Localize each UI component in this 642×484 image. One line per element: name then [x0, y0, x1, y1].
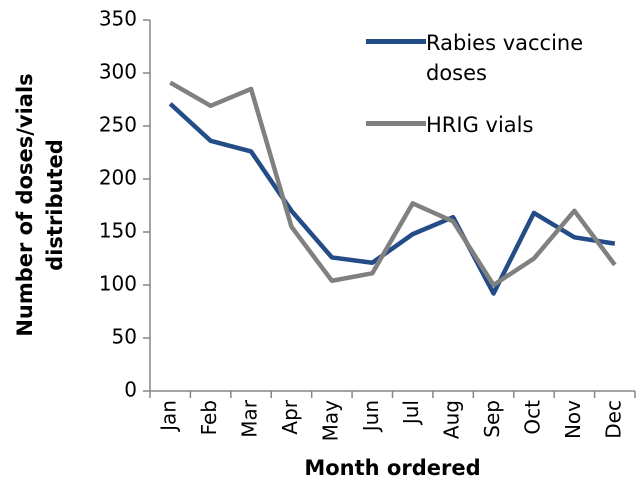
- legend-label: Rabies vaccine doses: [426, 31, 584, 85]
- x-tick-label: Apr: [278, 399, 302, 434]
- x-tick-label: Jul: [399, 400, 423, 426]
- series-line: [168, 102, 616, 296]
- y-tick-label: 350: [99, 7, 137, 31]
- x-tick-label: May: [318, 400, 342, 442]
- x-tick-label: Sep: [480, 400, 504, 438]
- x-tick-label: Dec: [601, 400, 625, 439]
- x-tick-label: Mar: [238, 399, 262, 438]
- y-tick-label: 250: [99, 113, 137, 137]
- legend-item: Rabies vaccine doses: [366, 28, 642, 88]
- x-tick-label: Feb: [197, 400, 221, 435]
- x-tick-label: Oct: [520, 400, 544, 435]
- x-tick-label: Jan: [157, 400, 181, 433]
- x-axis-title: Month ordered: [304, 456, 480, 480]
- legend-swatch: [366, 121, 426, 126]
- legend-swatch: [366, 39, 426, 44]
- legend: Rabies vaccine doses HRIG vials: [366, 28, 642, 162]
- y-tick-label: 200: [99, 166, 137, 190]
- legend-item: HRIG vials: [366, 110, 642, 140]
- y-axis-title: distributed: [43, 139, 67, 271]
- x-tick-label: Aug: [440, 400, 464, 439]
- y-tick-label: 150: [99, 219, 137, 243]
- y-tick-label: 100: [99, 272, 137, 296]
- x-tick-label: Nov: [561, 400, 585, 439]
- x-tick-label: Jun: [359, 400, 383, 433]
- y-axis-title: Number of doses/vials: [13, 73, 37, 336]
- legend-label: HRIG vials: [426, 113, 534, 137]
- y-tick-label: 300: [99, 60, 137, 84]
- series-line: [169, 80, 617, 288]
- y-tick-label: 50: [112, 325, 137, 349]
- y-tick-label: 0: [124, 378, 137, 402]
